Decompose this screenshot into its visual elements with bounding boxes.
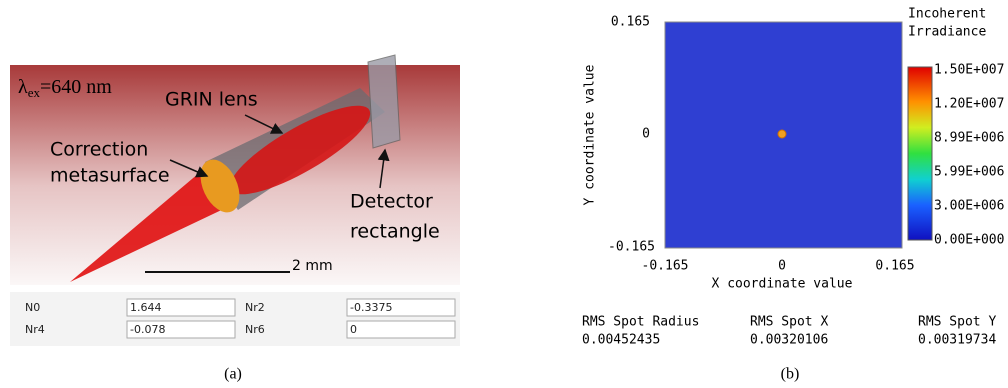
colorbar-title: Irradiance [908, 25, 986, 40]
param-name: Nr4 [25, 323, 45, 336]
stat-value: 0.00319734 [918, 333, 996, 348]
stat-value: 0.00452435 [582, 333, 660, 348]
colorbar-label: 5.99E+006 [934, 165, 1004, 180]
y-tick-label: 0 [642, 127, 650, 142]
label: metasurface [50, 165, 170, 187]
subscript: ex [28, 85, 41, 100]
label: rectangle [350, 221, 440, 243]
caption: (a) [224, 366, 242, 383]
param-value: -0.078 [130, 323, 165, 336]
label: Correction [50, 139, 148, 161]
caption: (b) [781, 366, 800, 383]
x-tick-label: -0.165 [642, 259, 689, 274]
colorbar-label: 1.50E+007 [934, 63, 1004, 78]
y-tick-label: 0.165 [611, 15, 650, 30]
param-name: Nr2 [245, 301, 265, 314]
colorbar-title: Incoherent [908, 7, 986, 22]
spot [778, 130, 786, 138]
panel-a: λex=640 nm GRIN lens Correction metasurf… [10, 55, 460, 383]
x-tick-label: 0 [778, 259, 786, 274]
x-axis-label: X coordinate value [712, 277, 853, 292]
param-value: 1.644 [130, 301, 162, 314]
y-axis-label: Y coordinate value [583, 64, 598, 205]
param-value: -0.3375 [350, 301, 392, 314]
colorbar-labels: 1.50E+007 1.20E+007 8.99E+006 5.99E+006 3.00… [934, 63, 1004, 248]
colorbar-label: 8.99E+006 [934, 131, 1004, 146]
colorbar-label: 1.20E+007 [934, 97, 1004, 112]
stats: RMS Spot Radius 0.00452435 RMS Spot X 0.003… [582, 315, 996, 348]
stat-name: RMS Spot Y [918, 315, 996, 330]
label: GRIN lens [165, 89, 258, 111]
param-name: N0 [25, 301, 40, 314]
y-tick-label: -0.165 [608, 240, 655, 255]
x-tick-label: 0.165 [875, 259, 914, 274]
stat-name: RMS Spot Radius [582, 315, 699, 330]
detector [368, 55, 400, 148]
symbol: λ [18, 76, 28, 98]
stat-name: RMS Spot X [750, 315, 828, 330]
colorbar [908, 67, 932, 240]
stat-value: 0.00320106 [750, 333, 828, 348]
input-box [347, 321, 455, 338]
value: =640 nm [40, 76, 112, 98]
label: Detector [350, 191, 433, 213]
panel-b: 0.165 0 -0.165 -0.165 0 0.165 X coordina… [582, 7, 1004, 383]
colorbar-label: 0.00E+000 [934, 233, 1004, 248]
param-value: 0 [350, 323, 357, 336]
param-name: Nr6 [245, 323, 265, 336]
figure: λex=640 nm GRIN lens Correction metasurf… [0, 0, 1008, 388]
colorbar-label: 3.00E+006 [934, 199, 1004, 214]
scale-label: 2 mm [292, 258, 333, 274]
